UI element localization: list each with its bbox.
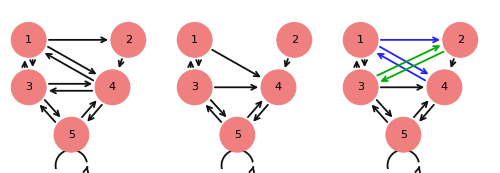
Text: 3: 3 <box>25 82 32 92</box>
Text: 2: 2 <box>124 35 132 45</box>
Circle shape <box>12 22 46 57</box>
Circle shape <box>54 117 89 152</box>
Circle shape <box>443 22 478 57</box>
Text: 5: 5 <box>234 130 241 140</box>
Text: 3: 3 <box>357 82 364 92</box>
Circle shape <box>12 70 46 105</box>
Text: 1: 1 <box>25 35 32 45</box>
Circle shape <box>95 70 130 105</box>
Text: 4: 4 <box>441 82 448 92</box>
Text: 3: 3 <box>191 82 198 92</box>
Circle shape <box>344 70 378 105</box>
Text: 5: 5 <box>68 130 75 140</box>
Circle shape <box>427 70 462 105</box>
Circle shape <box>220 117 254 152</box>
Text: 1: 1 <box>191 35 198 45</box>
Circle shape <box>277 22 312 57</box>
Text: 4: 4 <box>109 82 116 92</box>
Circle shape <box>178 70 212 105</box>
Text: 2: 2 <box>290 35 298 45</box>
Text: 4: 4 <box>275 82 282 92</box>
Circle shape <box>261 70 296 105</box>
Circle shape <box>111 22 146 57</box>
Circle shape <box>178 22 212 57</box>
Text: 2: 2 <box>456 35 464 45</box>
Circle shape <box>386 117 420 152</box>
Text: 1: 1 <box>357 35 364 45</box>
Circle shape <box>344 22 378 57</box>
Text: 5: 5 <box>400 130 407 140</box>
